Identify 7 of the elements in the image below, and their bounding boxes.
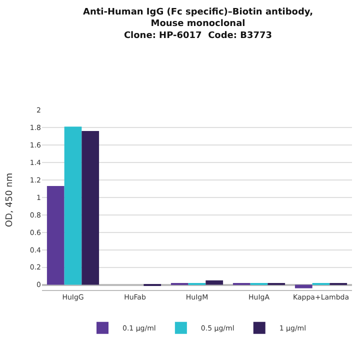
bar bbox=[82, 130, 100, 285]
bar bbox=[294, 284, 312, 288]
chart-title: Anti-Human IgG (Fc specific)–Biotin antibody, Mouse monoclonal Clone: HP-6017 Code: B3773 bbox=[83, 7, 313, 41]
y-axis-title: OD, 450 nm bbox=[5, 172, 16, 228]
bar bbox=[46, 186, 64, 285]
bar bbox=[64, 126, 82, 285]
bar bbox=[206, 280, 224, 285]
